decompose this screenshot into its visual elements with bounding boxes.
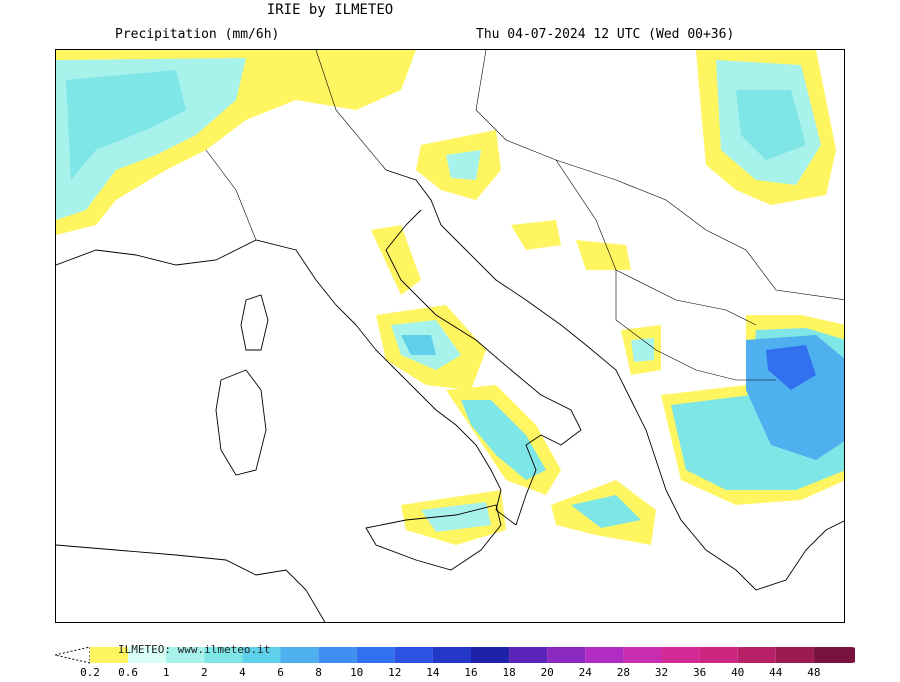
coastline-italy-west (355, 324, 517, 526)
legend-swatch (166, 647, 205, 663)
legend-tick-label: 48 (807, 666, 821, 679)
legend-swatch (775, 647, 814, 663)
precip-area-greece-max (766, 345, 816, 390)
precip-area-sicily-core (421, 502, 491, 532)
legend-swatch (699, 647, 738, 663)
legend-swatch (204, 647, 243, 663)
legend-swatch (813, 647, 852, 663)
legend-tick-label: 28 (616, 666, 631, 679)
legend-swatch (471, 647, 510, 663)
legend-tick-label: 8 (315, 666, 322, 679)
coastline-corsica (240, 294, 269, 351)
legend-swatch (394, 647, 433, 663)
legend-swatch (547, 647, 586, 663)
legend-credit: ILMETEO: www.ilmeteo.it (118, 643, 271, 656)
legend-tick-label: 44 (769, 666, 783, 679)
legend-colorbar (55, 646, 855, 664)
coastline-istria (385, 169, 667, 491)
legend-tick-label: 0.2 (80, 666, 100, 679)
precip-area-central-italy-inner (401, 335, 436, 355)
legend-tick-label: 16 (464, 666, 478, 679)
legend-swatch (509, 647, 548, 663)
legend-swatch (90, 647, 129, 663)
map-frame (55, 49, 845, 623)
precip-areas (56, 50, 844, 545)
coastline-sardinia (215, 369, 267, 476)
legend-swatch (661, 647, 700, 663)
legend-tick-label: 18 (502, 666, 516, 679)
legend-swatch (128, 647, 167, 663)
precip-area-romania-inner (736, 90, 806, 160)
valid-time-label: Thu 04-07-2024 12 UTC (Wed 00+36) (476, 27, 735, 42)
legend-tick-label: 40 (731, 666, 745, 679)
precip-area-serbia (576, 240, 631, 270)
borders (205, 50, 844, 381)
variable-label: Precipitation (mm/6h) (115, 27, 280, 42)
legend-tick-label: 14 (426, 666, 440, 679)
legend-tick-label: 4 (239, 666, 246, 679)
legend-tick-label: 32 (654, 666, 669, 679)
legend-arrow-left (55, 646, 91, 664)
legend-swatch (356, 647, 395, 663)
legend-swatch (280, 647, 319, 663)
precip-area-south-italy-core (461, 400, 546, 480)
coastline-france-liguria (56, 239, 357, 326)
coastline-greece (665, 489, 844, 591)
legend-swatch (737, 647, 776, 663)
coastlines (56, 50, 844, 622)
precip-area-bosnia (511, 220, 561, 250)
coastline-sicily (365, 504, 502, 571)
legend-tick-label: 36 (692, 666, 707, 679)
legend-tick-label: 24 (578, 666, 592, 679)
precip-area-ionian-core (571, 495, 641, 528)
legend-swatch (432, 647, 471, 663)
legend-swatch (623, 647, 662, 663)
coastline-north-africa (56, 544, 326, 622)
legend-tick-label: 10 (350, 666, 364, 679)
legend-tick-label: 0.6 (118, 666, 139, 679)
legend-tick-label: 6 (277, 666, 284, 679)
legend-arrow-right (852, 647, 855, 663)
legend-tick-label: 12 (388, 666, 402, 679)
precip-area-macedonia-core (631, 338, 654, 362)
precipitation-map (56, 50, 844, 622)
legend-tick-label: 20 (540, 666, 554, 679)
coastline-italy-east (385, 209, 582, 526)
precip-area-croatia-core (446, 150, 481, 180)
legend-swatch (318, 647, 357, 663)
legend-swatch (585, 647, 624, 663)
precip-area-alps-inner (66, 70, 186, 180)
legend-tick-label: 1 (162, 666, 170, 679)
precip-area-tuscany (371, 225, 421, 295)
chart-title: IRIE by ILMETEO (266, 2, 394, 18)
legend-swatch (242, 647, 281, 663)
legend-tick-label: 2 (200, 666, 208, 679)
